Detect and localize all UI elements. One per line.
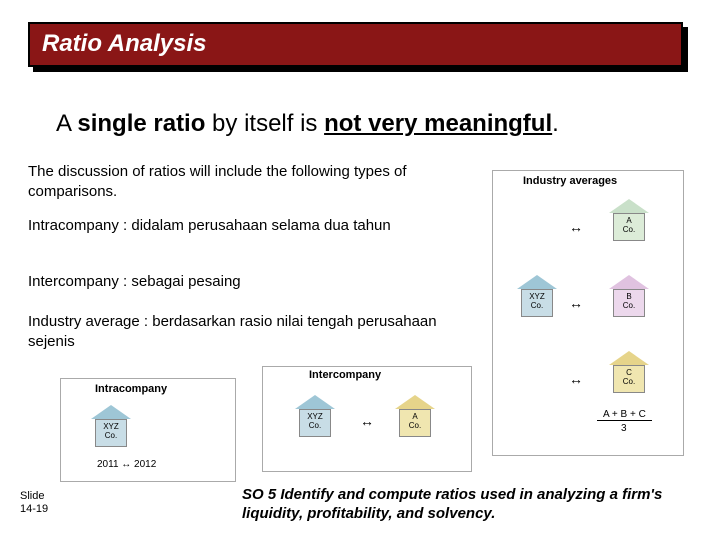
diagram-title: Intracompany	[95, 383, 167, 395]
main-statement: A single ratio by itself is not very mea…	[56, 110, 559, 138]
ms-post: .	[552, 110, 559, 137]
ms-s1: single ratio	[77, 110, 205, 137]
arrow-icon: ↔	[347, 413, 387, 429]
title-bar: Ratio Analysis	[28, 22, 688, 72]
diagram-title: Industry averages	[523, 175, 617, 187]
fraction-denominator: 3	[621, 423, 627, 434]
years-label: 2011 ↔ 2012	[97, 459, 156, 470]
diagram-title: Intercompany	[309, 369, 381, 381]
title-text: Ratio Analysis	[42, 30, 207, 57]
ms-s2: not very meaningful	[324, 110, 552, 137]
house-label: XYZCo.	[521, 289, 553, 317]
house-icon: XYZCo.	[293, 395, 337, 439]
house-icon: XYZCo.	[89, 405, 133, 449]
arrow-icon: ↔	[569, 295, 583, 311]
intro-text: The discussion of ratios will include th…	[28, 162, 448, 201]
diagram-intracompany: Intracompany XYZCo. 2011 ↔ 2012	[60, 378, 236, 482]
house-icon: XYZCo.	[515, 275, 559, 319]
house-icon: BCo.	[607, 275, 651, 319]
slide-number: Slide14-19	[20, 490, 48, 516]
house-icon: ACo.	[393, 395, 437, 439]
house-label: ACo.	[399, 409, 431, 437]
def-industry: Industry average : berdasarkan rasio nil…	[28, 312, 448, 351]
arrow-icon: ↔	[569, 219, 583, 235]
title-front: Ratio Analysis	[28, 22, 683, 67]
house-label: BCo.	[613, 289, 645, 317]
learning-objective: SO 5 Identify and compute ratios used in…	[242, 486, 692, 524]
fraction-numerator: A + B + C	[597, 409, 652, 421]
def-intercompany: Intercompany : sebagai pesaing	[28, 272, 448, 292]
house-icon: ACo.	[607, 199, 651, 243]
house-label: CCo.	[613, 365, 645, 393]
house-label: XYZCo.	[299, 409, 331, 437]
diagram-intercompany: Intercompany XYZCo. ↔ ACo.	[262, 366, 472, 472]
house-label: ACo.	[613, 213, 645, 241]
arrow-icon: ↔	[569, 371, 583, 387]
house-icon: CCo.	[607, 351, 651, 395]
def-intracompany: Intracompany : didalam perusahaan selama…	[28, 216, 448, 236]
house-label: XYZCo.	[95, 419, 127, 447]
ms-mid: by itself is	[205, 110, 324, 137]
diagram-industry: Industry averages ACo. XYZCo. BCo. CCo. …	[492, 170, 684, 456]
ms-pre: A	[56, 110, 77, 137]
